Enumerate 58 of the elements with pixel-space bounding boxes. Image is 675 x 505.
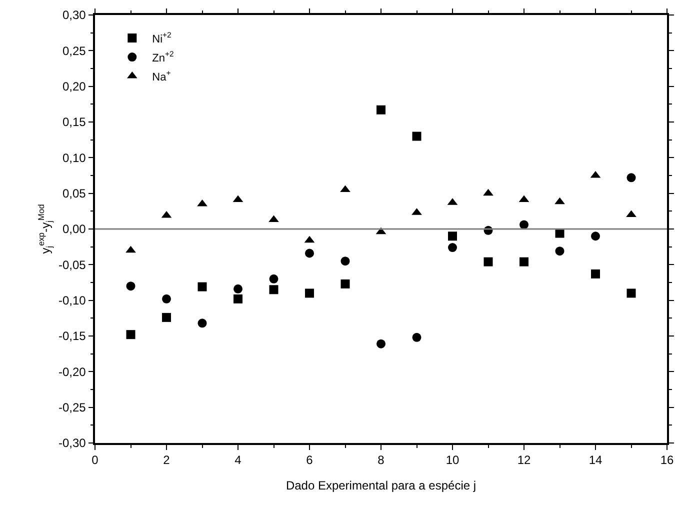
y-tick-label: -0,25 xyxy=(58,400,86,415)
y-tick-label: 0,10 xyxy=(62,150,86,165)
point xyxy=(412,332,422,342)
point xyxy=(591,269,600,278)
x-tick-label: 14 xyxy=(588,453,602,468)
point xyxy=(162,294,171,304)
point xyxy=(520,220,528,230)
point xyxy=(198,318,207,328)
point xyxy=(234,294,242,304)
legend-label: Na$^{+}$ xyxy=(152,68,172,84)
point xyxy=(269,285,278,294)
point xyxy=(554,197,565,204)
point xyxy=(162,312,171,322)
x-tick-label: 2 xyxy=(163,453,170,468)
point xyxy=(198,282,207,292)
legend-label: Ni$^{+2}$ xyxy=(152,30,172,46)
y-tick-label: 0,00 xyxy=(62,222,86,236)
point xyxy=(520,257,528,266)
point xyxy=(305,248,314,258)
point xyxy=(126,330,136,340)
point xyxy=(305,288,314,298)
x-tick-label: 10 xyxy=(446,453,460,468)
y-tick-label: -0,10 xyxy=(58,294,86,308)
x-tick-label: 8 xyxy=(378,453,385,468)
point xyxy=(483,188,494,196)
x-axis-title: Dado Experimental para a espécie j xyxy=(286,478,476,492)
y-tick-label: -0,05 xyxy=(58,258,86,272)
y-tick-label: 0,20 xyxy=(62,80,86,94)
y-tick-label: 0,25 xyxy=(62,44,86,58)
point xyxy=(555,246,564,256)
x-tick-label: 12 xyxy=(517,453,531,468)
point xyxy=(340,185,350,192)
point xyxy=(448,232,457,241)
y-tick-label: -0,30 xyxy=(58,436,86,450)
point xyxy=(412,132,422,141)
point xyxy=(376,105,386,114)
point xyxy=(126,246,136,253)
point xyxy=(340,256,350,266)
x-tick-label: 6 xyxy=(306,453,314,468)
point xyxy=(591,232,600,241)
point xyxy=(376,339,386,348)
x-tick-label: 0 xyxy=(92,453,99,468)
legend-label: Zn$^{+2}$ xyxy=(152,50,174,64)
y-tick-label: 0,15 xyxy=(62,115,86,130)
point xyxy=(626,288,636,298)
y-tick-label: -0,15 xyxy=(58,329,86,344)
y-tick-label: -0,20 xyxy=(58,364,86,379)
x-tick-label: 4 xyxy=(234,453,242,468)
point xyxy=(269,274,278,284)
point xyxy=(626,173,636,182)
point xyxy=(448,243,457,252)
x-tick-label: 16 xyxy=(660,453,674,468)
y-tick-label: 0,05 xyxy=(62,186,86,201)
y-tick-label: 0,30 xyxy=(62,8,86,22)
point xyxy=(340,279,350,288)
point xyxy=(234,284,242,294)
point xyxy=(484,257,493,266)
point xyxy=(126,282,136,291)
